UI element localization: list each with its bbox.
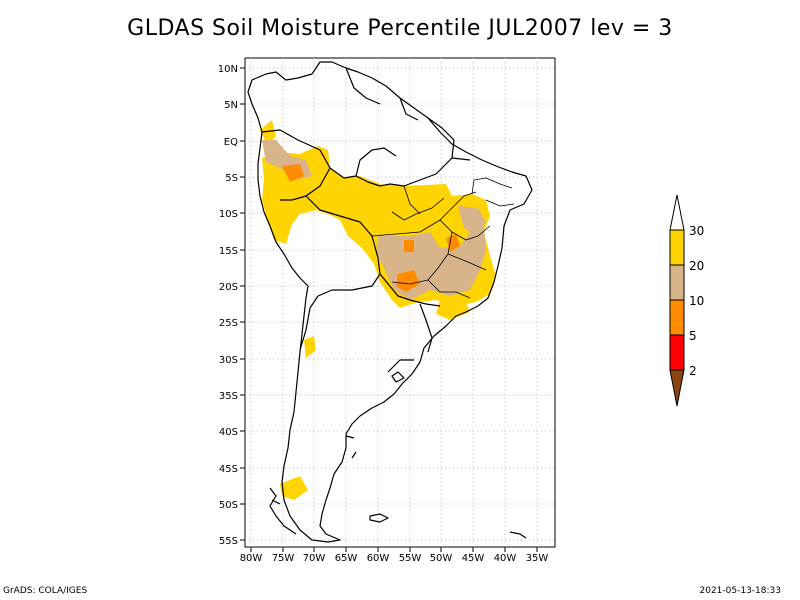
lat-tick-label: 15S <box>219 246 238 257</box>
lat-tick-label: 5S <box>225 173 238 184</box>
shade-20-30-amazon-west <box>260 120 276 146</box>
lat-tick-label: 30S <box>219 355 238 366</box>
legend-labels: 30 20 10 5 2 <box>689 224 704 378</box>
south-america-coastline <box>247 61 533 543</box>
lat-tick-label: 5N <box>224 100 238 111</box>
legend-label: 10 <box>689 294 704 308</box>
lon-axis: 80W 75W 70W 65W 60W 55W 50W 45W 40W 35W <box>240 553 549 564</box>
lon-tick-label: 70W <box>303 553 326 564</box>
lon-tick-label: 75W <box>272 553 295 564</box>
map-title: GLDAS Soil Moisture Percentile JUL2007 l… <box>127 16 673 41</box>
lon-tick-label: 60W <box>367 553 390 564</box>
lon-tick-label: 55W <box>399 553 422 564</box>
coastlines-borders <box>247 61 533 543</box>
lat-tick-label: EQ <box>224 137 238 148</box>
lon-tick-label: 40W <box>494 553 517 564</box>
lon-tick-label: 45W <box>462 553 485 564</box>
shade-5-10-b <box>396 270 420 292</box>
map-frame <box>244 57 556 548</box>
legend-arrow-above-30 <box>669 194 685 231</box>
lat-tick-label: 20S <box>219 282 238 293</box>
lon-tick-label: 65W <box>335 553 358 564</box>
shade-20-30-south-brazil <box>436 298 470 320</box>
shade-20-30-patagonia <box>280 476 308 500</box>
legend-label: 5 <box>689 329 697 343</box>
lat-tick-label: 55S <box>219 536 238 547</box>
shade-5-10-a <box>282 164 304 182</box>
country-borders <box>261 67 471 373</box>
lat-tick-label: 40S <box>219 427 238 438</box>
lat-tick-label: 50S <box>219 500 238 511</box>
legend-label: 20 <box>689 259 704 273</box>
lon-ticks <box>250 547 538 552</box>
legend-swatch-5-10 <box>669 299 685 336</box>
footer-credit: GrADS: COLA/IGES <box>3 586 88 596</box>
lat-ticks <box>240 67 245 541</box>
lon-tick-label: 80W <box>240 553 263 564</box>
lat-axis: 10N 5N EQ 5S 10S 15S 20S 25S 30S 35S 40S… <box>218 64 238 547</box>
lat-tick-label: 10N <box>218 64 238 75</box>
lat-tick-label: 10S <box>219 209 238 220</box>
islands <box>269 371 527 539</box>
lon-tick-label: 50W <box>430 553 453 564</box>
legend-swatch-10-20 <box>669 264 685 301</box>
legend-swatch-2-5 <box>669 334 685 371</box>
footer-timestamp: 2021-05-13-18:33 <box>699 586 782 596</box>
shade-10-20-east <box>458 206 486 236</box>
legend-label: 30 <box>689 224 704 238</box>
lon-tick-label: 35W <box>526 553 549 564</box>
lat-tick-label: 25S <box>219 318 238 329</box>
legend-arrow-below-2 <box>669 369 685 407</box>
legend-label: 2 <box>689 364 697 378</box>
lat-tick-label: 45S <box>219 464 238 475</box>
shade-20-30-argentina <box>304 336 316 358</box>
legend-swatch-20-30 <box>669 229 685 266</box>
brazil-state-borders <box>371 177 515 299</box>
lat-tick-label: 35S <box>219 391 238 402</box>
shade-5-10-d <box>404 240 414 252</box>
color-legend <box>669 194 685 407</box>
